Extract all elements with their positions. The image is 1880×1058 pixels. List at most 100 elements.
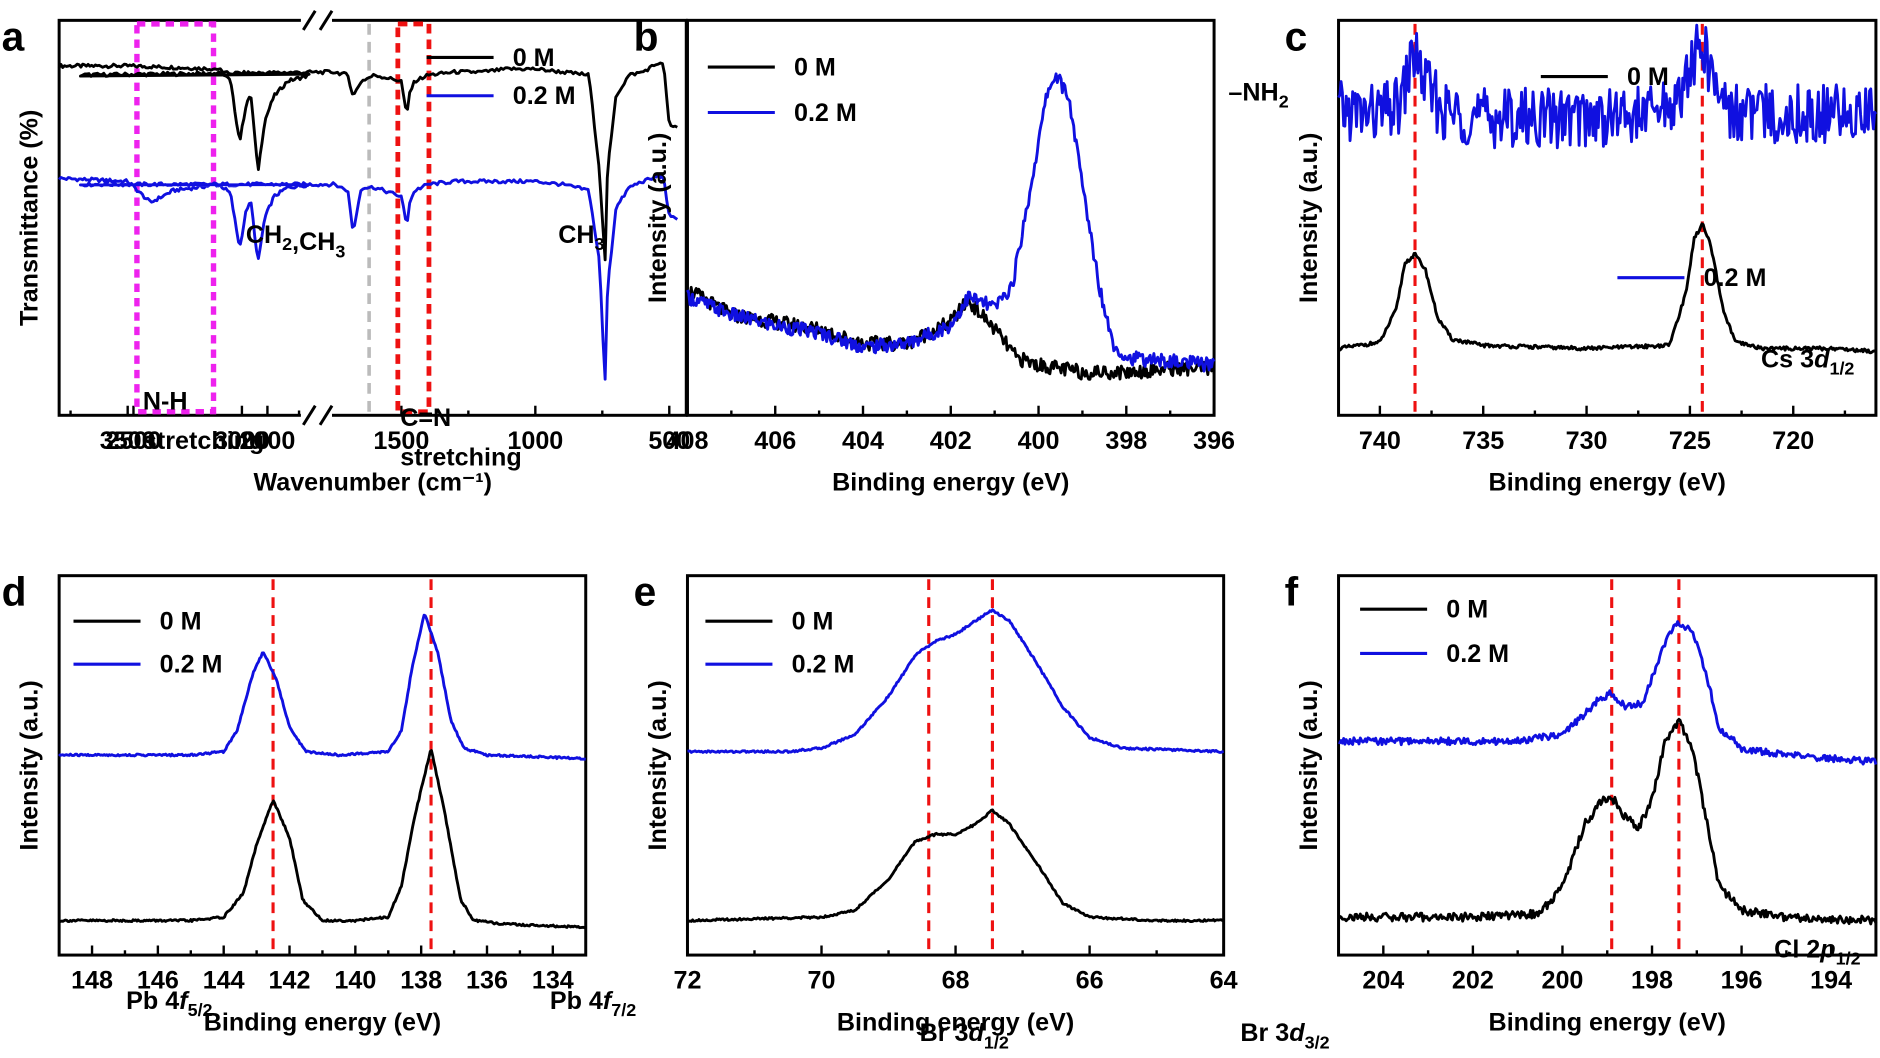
- panel-e: e 72 70 68 66 64 Binding energy (eV) Intensity …: [634, 569, 1330, 1053]
- x-tick-label: 136: [466, 967, 508, 995]
- axis-break-mark: [302, 404, 317, 426]
- panel-d: d 148 146 144 142 140 138 136 134 Binding energy …: [2, 569, 637, 1037]
- series-0M: [1337, 717, 1878, 926]
- annotation-3: N-H: [143, 387, 188, 415]
- panel-label-f: f: [1285, 569, 1299, 615]
- x-axis-label: Binding energy (eV): [204, 1008, 441, 1036]
- annotation-1: –NH2: [1228, 79, 1288, 112]
- legend-label: 0 M: [1627, 63, 1669, 91]
- series-0-2M: [58, 613, 586, 761]
- x-tick-label: 148: [71, 967, 113, 995]
- panel-f: f 204 202 200 198 196 194 Binding energy (eV) In…: [1285, 569, 1878, 1036]
- panel-label-a: a: [2, 13, 25, 59]
- x-tick-label: 3000: [214, 427, 270, 455]
- annotation-4: stretching: [143, 427, 264, 455]
- series-0M: [687, 808, 1225, 923]
- x-tick-label: 202: [1452, 967, 1494, 995]
- axis-break-bottom-mask: [300, 403, 333, 428]
- cn-stretching-region: [395, 21, 432, 415]
- x-tick-label: 740: [1359, 427, 1401, 455]
- y-axis-label: Intensity (a.u.): [16, 680, 44, 850]
- x-tick-label: 198: [1631, 967, 1673, 995]
- panel-label-c: c: [1285, 13, 1308, 59]
- x-tick-label: 735: [1462, 427, 1504, 455]
- series-0M: [1337, 222, 1877, 355]
- x-tick-label: 396: [1193, 427, 1235, 455]
- legend-label: 0.2 M: [792, 651, 855, 679]
- x-axis-label: Binding energy (eV): [1489, 1008, 1726, 1036]
- panel-b: b 408 406 404 402 400 398 396 Binding energy (eV…: [634, 13, 1289, 496]
- x-axis-label: Binding energy (eV): [837, 1008, 1074, 1036]
- legend-label: 0.2 M: [794, 99, 857, 127]
- x-tick-label: 500: [648, 427, 690, 455]
- legend-label: 0 M: [513, 44, 555, 72]
- series-0M: [686, 285, 1216, 381]
- y-axis-label: Intensity (a.u.): [644, 133, 672, 303]
- panel-a: a 3500 3000 2500 2000 1500 1000 500 Wavenumber (…: [2, 8, 690, 497]
- x-tick-label: 64: [1210, 967, 1238, 995]
- axis-break-mark: [302, 9, 317, 31]
- plot-frame: [1337, 574, 1878, 957]
- series-0-2M: [1338, 620, 1878, 766]
- x-tick-label: 402: [930, 427, 972, 455]
- annotation-1: Pb 4f5/2: [126, 987, 212, 1020]
- series-0-2M: [687, 608, 1224, 755]
- x-tick-label: 408: [667, 427, 709, 455]
- x-tick-label: 400: [1018, 427, 1060, 455]
- x-tick-label: 406: [754, 427, 796, 455]
- x-tick-label: 720: [1772, 427, 1814, 455]
- x-axis-label: Binding energy (eV): [832, 469, 1069, 497]
- annotation-2: CH3: [558, 221, 604, 254]
- x-tick-label: 1000: [507, 427, 563, 455]
- series-0-2M: [1337, 23, 1878, 150]
- x-tick-label: 146: [137, 967, 179, 995]
- plot-frame: [1337, 18, 1878, 417]
- x-tick-label: 72: [673, 967, 701, 995]
- annotation-6: stretching: [400, 444, 521, 472]
- legend-label: 0 M: [160, 608, 202, 636]
- annotation-1: Br 3d1/2: [920, 1019, 1009, 1052]
- legend-label: 0.2 M: [1446, 640, 1509, 668]
- x-tick-label: 140: [334, 967, 376, 995]
- x-tick-label: 144: [203, 967, 245, 995]
- series-0M: [58, 749, 587, 930]
- y-axis-label: Intensity (a.u.): [1295, 133, 1323, 303]
- panel-label-e: e: [634, 569, 657, 615]
- x-tick-label: 204: [1362, 967, 1404, 995]
- panel-label-d: d: [2, 569, 27, 615]
- legend-label: 0 M: [1446, 596, 1488, 624]
- x-tick-label: 200: [1541, 967, 1583, 995]
- axis-break-mark: [318, 404, 334, 426]
- x-tick-label: 1500: [373, 427, 429, 455]
- y-axis-label: Intensity (a.u.): [1295, 680, 1323, 850]
- legend-label: 0.2 M: [160, 651, 223, 679]
- y-axis-label: Intensity (a.u.): [644, 680, 672, 850]
- x-tick-label: 138: [400, 967, 442, 995]
- x-tick-label: 2500: [106, 427, 162, 455]
- x-tick-label: 2000: [239, 427, 295, 455]
- legend-label: 0 M: [792, 608, 834, 636]
- annotation-1: CH2,CH3: [246, 221, 346, 261]
- x-tick-label: 3500: [100, 427, 156, 455]
- annotation-1: Cl 2p1/2: [1774, 935, 1860, 968]
- annotation-1: Cs 3d1/2: [1761, 345, 1854, 378]
- x-tick-label: 70: [808, 967, 836, 995]
- legend-label: 0.2 M: [1704, 264, 1767, 292]
- x-tick-label: 134: [532, 967, 574, 995]
- panel-label-b: b: [634, 13, 659, 59]
- y-axis-label: Transmittance (%): [16, 110, 44, 326]
- plot-frame: [57, 574, 588, 957]
- x-tick-label: 142: [269, 967, 311, 995]
- x-axis-label: Binding energy (eV): [1489, 469, 1726, 497]
- annotation-5: C=N: [400, 404, 451, 432]
- x-tick-label: 196: [1721, 967, 1763, 995]
- x-tick-label: 725: [1669, 427, 1711, 455]
- x-tick-label: 404: [842, 427, 884, 455]
- nh-stretching-region: [134, 21, 217, 415]
- x-tick-label: 398: [1105, 427, 1147, 455]
- x-tick-label: 194: [1810, 967, 1852, 995]
- x-axis-label: Wavenumber (cm⁻¹): [253, 469, 492, 497]
- series-0-2M: [686, 72, 1216, 373]
- x-tick-label: 66: [1076, 967, 1104, 995]
